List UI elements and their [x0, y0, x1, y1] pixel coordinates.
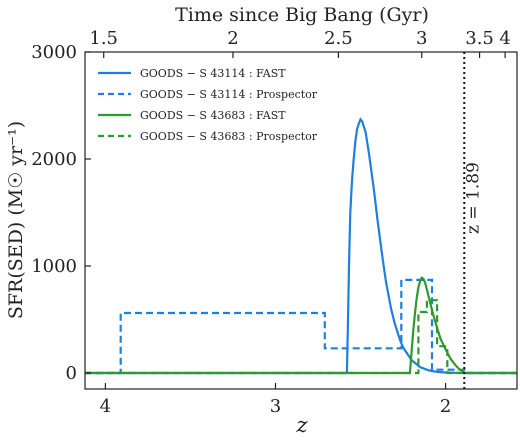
y-axis-label: SFR(SED) (M☉ yr⁻¹): [5, 121, 27, 319]
series-line-3: [85, 276, 517, 375]
top-tick-label: 2: [227, 28, 238, 49]
legend-label-4: GOODS − S 43683 : Prospector: [140, 130, 318, 143]
y-tick-label: 0: [66, 363, 77, 384]
plot-frame: [84, 51, 518, 390]
y-tick-label: 3000: [31, 42, 77, 63]
y-tick-label: 1000: [31, 256, 77, 277]
top-tick-label: 4: [499, 28, 510, 49]
top-tick-label: 2.5: [324, 28, 353, 49]
legend: GOODS − S 43114 : FAST GOODS − S 43114 : …: [98, 67, 318, 143]
series-layer: [85, 117, 517, 375]
y-tick-label: 2000: [31, 149, 77, 170]
top-tick-label: 3.5: [465, 28, 494, 49]
legend-label-3: GOODS − S 43683 : FAST: [140, 109, 286, 122]
annotation-layer: z = 1.89: [463, 52, 483, 389]
legend-label-1: GOODS − S 43114 : FAST: [140, 67, 286, 80]
x-tick-label: 3: [270, 396, 281, 417]
top-axis-label: Time since Big Bang (Gyr): [175, 4, 429, 26]
top-tick-label: 3: [416, 28, 427, 49]
top-tick-label: 1.5: [89, 28, 118, 49]
series-line-1: [85, 117, 517, 375]
x-tick-label: 4: [100, 396, 111, 417]
x-tick-label: 2: [440, 396, 451, 417]
x-axis-label: z: [295, 413, 308, 437]
series-line-2: [85, 278, 517, 375]
redshift-marker-label: z = 1.89: [463, 162, 483, 234]
legend-label-2: GOODS − S 43114 : Prospector: [140, 88, 318, 101]
series-line-4: [85, 299, 517, 375]
